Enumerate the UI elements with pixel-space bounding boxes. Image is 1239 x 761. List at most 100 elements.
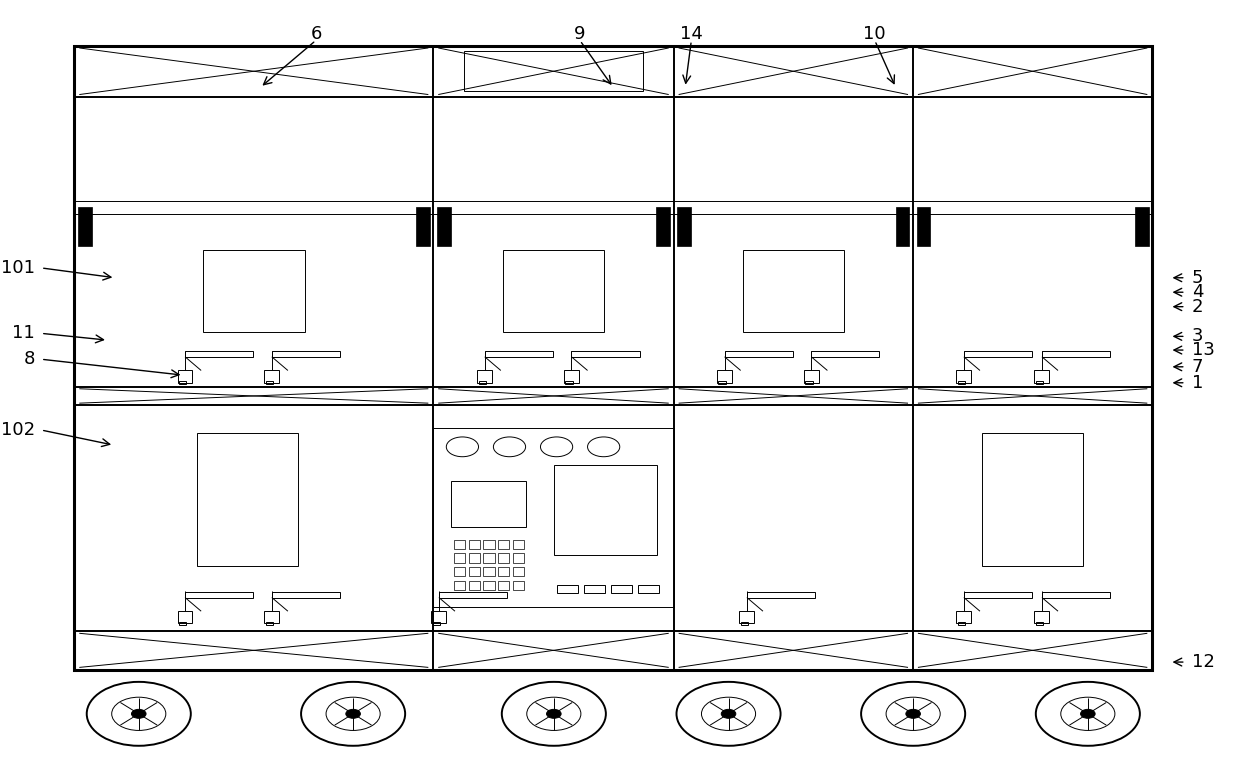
Bar [611,584,632,593]
Bar [484,352,553,357]
Bar [197,433,299,566]
Bar [483,540,494,549]
Bar [463,52,643,91]
Bar [1042,592,1110,597]
Bar [265,381,273,384]
Bar [468,553,479,562]
Bar [483,567,494,576]
Bar [264,611,279,623]
Bar [483,581,494,590]
Bar [571,352,639,357]
Bar [513,567,524,576]
Bar [1036,622,1043,625]
Bar [957,371,971,383]
Text: 1: 1 [1192,374,1203,392]
Bar [513,540,524,549]
Bar [805,381,813,384]
Bar [981,433,1083,566]
Text: 4: 4 [1192,283,1203,301]
Bar [177,371,192,383]
Bar [657,207,670,247]
Bar [78,207,92,247]
Text: 13: 13 [1192,341,1214,359]
Bar [804,371,819,383]
Bar [453,567,465,576]
Text: 7: 7 [1192,358,1203,376]
Bar [554,465,657,555]
Circle shape [721,709,736,718]
Bar [741,622,748,625]
Bar [812,352,880,357]
Bar [1035,611,1049,623]
Bar [556,584,577,593]
Bar [498,567,509,576]
Bar [178,381,186,384]
Text: 3: 3 [1192,327,1203,345]
Bar [678,207,691,247]
Bar [478,381,486,384]
Bar [565,381,572,384]
Bar [271,352,339,357]
Bar [503,250,605,333]
Bar [451,481,525,527]
Bar [177,611,192,623]
Bar [1042,352,1110,357]
Bar [717,371,732,383]
Circle shape [131,709,146,718]
Text: 2: 2 [1192,298,1203,316]
Bar [964,352,1032,357]
Bar [498,581,509,590]
Circle shape [906,709,921,718]
Bar [719,381,726,384]
Bar [468,567,479,576]
Bar [468,581,479,590]
Bar [74,46,1152,670]
Text: 5: 5 [1192,269,1203,287]
Circle shape [346,709,361,718]
Bar [178,622,186,625]
Bar [432,428,674,607]
Bar [453,553,465,562]
Text: 11: 11 [12,324,35,342]
Bar [468,540,479,549]
Circle shape [546,709,561,718]
Bar [437,207,451,247]
Bar [1036,381,1043,384]
Bar [917,207,930,247]
Bar [185,592,253,597]
Bar [477,371,492,383]
Bar [896,207,909,247]
Text: 101: 101 [1,259,35,277]
Text: 12: 12 [1192,653,1214,671]
Text: 14: 14 [680,25,703,43]
Bar [264,371,279,383]
Bar [513,581,524,590]
Bar [564,371,579,383]
Bar [483,553,494,562]
Bar [742,250,844,333]
Bar [584,584,605,593]
Text: 9: 9 [574,25,586,43]
Bar [513,553,524,562]
Bar [964,592,1032,597]
Bar [203,250,305,333]
Bar [740,611,755,623]
Bar [416,207,430,247]
Text: 6: 6 [310,25,322,43]
Bar [439,592,507,597]
Bar [265,622,273,625]
Bar [453,540,465,549]
Text: 10: 10 [864,25,886,43]
Bar [638,584,659,593]
Text: 8: 8 [24,350,35,368]
Bar [957,611,971,623]
Bar [453,581,465,590]
Bar [498,553,509,562]
Bar [432,622,440,625]
Bar [185,352,253,357]
Bar [498,540,509,549]
Bar [1135,207,1149,247]
Bar [271,592,339,597]
Circle shape [1080,709,1095,718]
Bar [1035,371,1049,383]
